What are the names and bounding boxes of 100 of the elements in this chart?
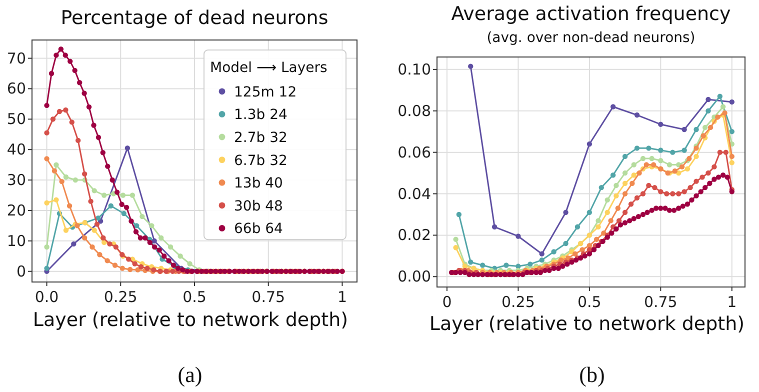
point bbox=[132, 261, 138, 266]
point bbox=[135, 267, 140, 272]
point bbox=[596, 218, 601, 224]
point bbox=[120, 266, 126, 271]
point bbox=[717, 94, 723, 99]
point bbox=[59, 178, 64, 184]
point bbox=[658, 189, 664, 194]
x-tick-label: 0.25 bbox=[502, 293, 535, 311]
point bbox=[580, 247, 585, 252]
point bbox=[649, 156, 654, 162]
point bbox=[646, 146, 652, 151]
point bbox=[94, 222, 100, 227]
legend-label: 1.3b 24 bbox=[234, 107, 288, 124]
point bbox=[706, 108, 711, 114]
chart-title: Percentage of dead neurons bbox=[60, 7, 328, 29]
point bbox=[69, 120, 74, 125]
point bbox=[679, 164, 685, 170]
point bbox=[715, 114, 720, 120]
point bbox=[149, 223, 154, 228]
point bbox=[539, 251, 544, 256]
legend-label: 30b 48 bbox=[234, 198, 283, 214]
point bbox=[63, 107, 68, 113]
point bbox=[622, 210, 628, 216]
point bbox=[453, 245, 458, 250]
point bbox=[586, 210, 592, 216]
point bbox=[187, 261, 192, 266]
point bbox=[152, 238, 157, 244]
point bbox=[492, 224, 498, 230]
point bbox=[729, 160, 734, 166]
x-tick-label: 0.75 bbox=[644, 293, 678, 311]
point bbox=[127, 266, 133, 272]
point bbox=[88, 198, 94, 204]
point bbox=[54, 162, 59, 168]
point bbox=[104, 258, 110, 264]
legend-label: 66b 64 bbox=[234, 221, 284, 238]
legend-label: 6.7b 32 bbox=[234, 152, 288, 169]
point bbox=[66, 203, 72, 208]
point bbox=[717, 150, 723, 155]
y-tick-label: 0.00 bbox=[398, 268, 431, 286]
point bbox=[120, 192, 126, 198]
point bbox=[82, 235, 88, 240]
point bbox=[121, 210, 126, 216]
point bbox=[126, 256, 132, 262]
x-tick-label: 0.5 bbox=[578, 293, 602, 311]
point bbox=[631, 172, 636, 178]
point bbox=[658, 122, 664, 127]
x-tick-label: 0.25 bbox=[104, 288, 138, 306]
point bbox=[101, 192, 107, 198]
point bbox=[702, 124, 708, 130]
point bbox=[468, 260, 474, 265]
point bbox=[615, 206, 621, 211]
x-axis-title: Layer (relative to network depth) bbox=[429, 313, 745, 335]
y-tick-label: 0 bbox=[16, 262, 26, 280]
point bbox=[596, 224, 601, 230]
y-tick-label: 60 bbox=[6, 80, 26, 98]
point bbox=[686, 156, 692, 162]
point bbox=[456, 212, 462, 218]
point bbox=[616, 218, 622, 224]
point bbox=[604, 210, 610, 216]
x-tick-label: 1 bbox=[727, 293, 737, 311]
point bbox=[52, 168, 58, 174]
point bbox=[640, 191, 646, 196]
point bbox=[598, 184, 604, 190]
point bbox=[664, 191, 670, 196]
point bbox=[50, 116, 56, 122]
point bbox=[168, 244, 174, 250]
y-tick-label: 0.02 bbox=[398, 226, 431, 244]
point bbox=[108, 203, 114, 208]
point bbox=[71, 241, 76, 247]
x-tick-label: 0 bbox=[442, 293, 452, 311]
point bbox=[551, 249, 556, 254]
point bbox=[708, 124, 714, 130]
point bbox=[631, 162, 636, 168]
point bbox=[610, 172, 616, 178]
point bbox=[670, 150, 676, 155]
point bbox=[586, 141, 592, 147]
legend-title: Model ⟶ Layers bbox=[210, 60, 328, 76]
point bbox=[72, 177, 78, 183]
x-tick-label: 1 bbox=[337, 288, 347, 306]
point bbox=[628, 202, 634, 207]
y-tick-label: 0.04 bbox=[398, 184, 431, 203]
point bbox=[652, 184, 658, 190]
point bbox=[113, 244, 119, 250]
legend-label: 2.7b 32 bbox=[234, 130, 288, 146]
point bbox=[574, 224, 580, 230]
point bbox=[134, 223, 140, 228]
point bbox=[44, 130, 50, 136]
point bbox=[666, 162, 672, 168]
point bbox=[504, 262, 509, 268]
point bbox=[92, 228, 97, 233]
point bbox=[694, 126, 699, 132]
point bbox=[107, 241, 112, 247]
x-tick-label: 0.5 bbox=[182, 288, 206, 306]
point bbox=[572, 251, 578, 256]
point bbox=[610, 104, 616, 110]
point bbox=[138, 264, 144, 270]
point bbox=[563, 210, 568, 216]
point bbox=[634, 112, 640, 118]
text: (a) bbox=[178, 362, 202, 387]
point bbox=[608, 218, 614, 224]
